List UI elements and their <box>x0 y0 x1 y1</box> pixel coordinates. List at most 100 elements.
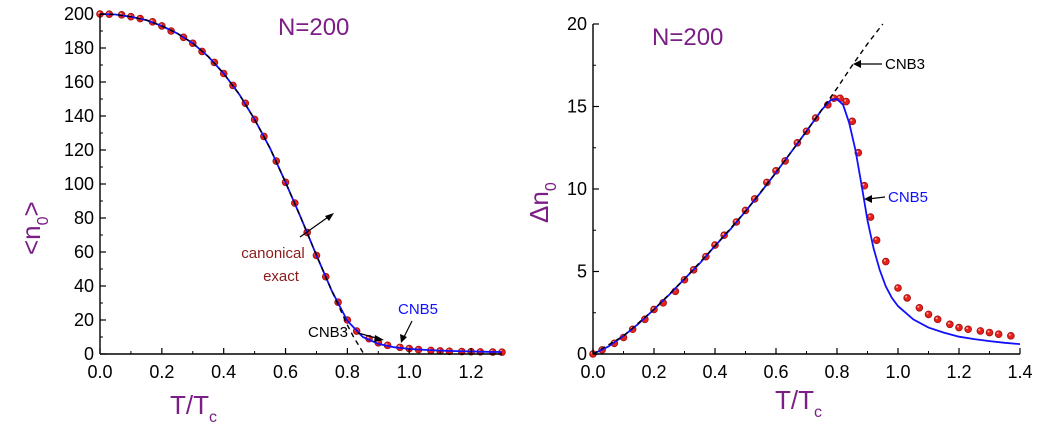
left-cnb3-line <box>100 13 365 354</box>
left-arrow-exact <box>299 214 332 238</box>
right-x-axis-title-main: T/T <box>775 385 814 415</box>
left-x-tick-label: 1.2 <box>459 362 484 382</box>
left-x-tick-label: 0.4 <box>211 362 236 382</box>
right-y-axis-title-main: Δn <box>524 191 554 223</box>
right-x-tick-label: 1.0 <box>885 362 910 382</box>
right-y-tick-label: 0 <box>577 344 587 364</box>
right-exact-point-highlight <box>764 180 767 183</box>
right-exact-point <box>955 323 963 332</box>
left-annotation-cnb5: CNB5 <box>398 301 438 343</box>
right-exact-point-highlight <box>752 196 755 199</box>
right-x-axis-title-sub: c <box>814 404 822 421</box>
left-y-axis-title-close: > <box>16 201 46 216</box>
right-exact-point <box>946 320 954 329</box>
left-panel: 0.0 0.2 0.4 0.6 0.8 1.0 1.2 0 20 40 60 80 100 120 140 1… <box>16 4 506 426</box>
right-x-tick-label: 0.4 <box>702 362 727 382</box>
right-canonical-exact-markers <box>589 94 1015 358</box>
right-exact-point <box>903 294 911 302</box>
left-y-tick-label: 20 <box>74 310 94 330</box>
right-exact-point-highlight <box>947 322 950 325</box>
left-x-axis-title-sub: c <box>209 409 217 426</box>
right-y-tick-label: 10 <box>567 179 587 199</box>
right-exact-point <box>915 303 924 312</box>
right-exact-point <box>924 310 933 319</box>
right-x-tick-label: 1.2 <box>946 362 971 382</box>
right-x-axis-title: T/Tc <box>775 385 822 421</box>
right-exact-point <box>1007 332 1015 340</box>
right-x-tick-label: 0.6 <box>763 362 788 382</box>
right-exact-point-highlight <box>774 168 776 171</box>
left-y-tick-label: 100 <box>64 174 94 194</box>
right-exact-point-highlight <box>957 325 959 328</box>
right-exact-point-highlight <box>856 150 859 153</box>
left-panel-label: N=200 <box>278 14 349 41</box>
left-x-tick-label: 0.6 <box>273 362 298 382</box>
left-exact-point-highlight <box>98 11 100 14</box>
left-canonical-exact-markers <box>96 10 506 356</box>
left-cnb5-line <box>100 13 502 353</box>
left-y-tick-label: 60 <box>74 242 94 262</box>
right-annotation-cnb3-text: CNB3 <box>885 56 925 73</box>
left-arrowhead-exact <box>325 213 334 221</box>
right-exact-point-highlight <box>883 259 886 262</box>
left-y-tick-label: 40 <box>74 276 94 296</box>
right-x-tick-label: 0.8 <box>824 362 849 382</box>
left-y-tick-label: 200 <box>64 4 94 24</box>
right-exact-point-highlight <box>868 214 871 217</box>
right-exact-point <box>842 97 850 106</box>
left-axes: 0.0 0.2 0.4 0.6 0.8 1.0 1.2 0 20 40 60 80 100 120 140 1… <box>64 4 502 382</box>
left-y-axis-title: <n0> <box>16 201 52 255</box>
right-x-tick-label: 0.0 <box>580 362 605 382</box>
right-exact-point-highlight <box>996 332 999 335</box>
left-y-tick-label: 120 <box>64 140 94 160</box>
left-y-tick-label: 80 <box>74 208 94 228</box>
left-y-axis-title-sub: 0 <box>35 216 52 225</box>
right-exact-point-highlight <box>917 305 920 308</box>
left-arrowhead-cnb3 <box>374 335 384 342</box>
left-x-axis-title: T/Tc <box>170 390 217 426</box>
right-x-tick-label: 0.2 <box>641 362 666 382</box>
right-exact-point-highlight <box>831 96 834 99</box>
left-annotation-exact: canonical exact <box>241 213 334 285</box>
right-annotation-cnb5: CNB5 <box>864 189 928 206</box>
left-x-axis-title-main: T/T <box>170 390 209 420</box>
right-exact-point-highlight <box>722 233 725 236</box>
right-exact-point-highlight <box>905 295 908 298</box>
right-exact-point <box>994 330 1003 339</box>
right-y-axis-title-sub: 0 <box>543 182 560 191</box>
right-exact-point <box>976 327 985 335</box>
left-x-tick-label: 1.0 <box>397 362 422 382</box>
right-axes: 0.0 0.2 0.4 0.6 0.8 1.0 1.2 1.4 0 5 10 15 20 <box>567 14 1033 382</box>
left-annotation-cnb5-text: CNB5 <box>398 301 438 318</box>
right-exact-point <box>881 257 890 266</box>
left-y-tick-label: 140 <box>64 106 94 126</box>
right-exact-point-highlight <box>896 285 898 288</box>
right-y-tick-label: 20 <box>567 14 587 34</box>
left-x-tick-label: 0.2 <box>149 362 174 382</box>
right-panel: 0.0 0.2 0.4 0.6 0.8 1.0 1.2 1.4 0 5 10 15 20 N=200 C… <box>524 14 1033 421</box>
right-exact-point-highlight <box>838 96 841 99</box>
left-arrowhead-cnb5 <box>400 334 407 343</box>
left-x-tick-label: 0.8 <box>335 362 360 382</box>
right-exact-point <box>872 236 881 244</box>
left-exact-point-highlight <box>397 345 400 348</box>
left-annotation-cnb3-text: CNB3 <box>308 324 348 341</box>
right-exact-point-highlight <box>1008 333 1011 336</box>
right-y-tick-label: 5 <box>577 262 587 282</box>
right-exact-point <box>933 315 942 324</box>
right-exact-point-highlight <box>935 317 938 320</box>
right-exact-point-highlight <box>813 115 816 118</box>
right-x-tick-label: 1.4 <box>1007 362 1032 382</box>
right-exact-point-highlight <box>987 330 990 333</box>
left-x-tick-label: 0.0 <box>87 362 112 382</box>
left-y-tick-label: 160 <box>64 72 94 92</box>
right-exact-point-highlight <box>743 208 746 211</box>
right-exact-point-highlight <box>874 238 877 241</box>
right-exact-point-highlight <box>713 243 715 245</box>
left-exact-point-highlight <box>119 12 122 15</box>
left-annotation-cnb3: CNB3 <box>308 324 384 342</box>
right-exact-point-highlight <box>850 119 853 122</box>
left-annotation-exact-line2: exact <box>263 268 300 285</box>
right-exact-point <box>894 284 902 292</box>
